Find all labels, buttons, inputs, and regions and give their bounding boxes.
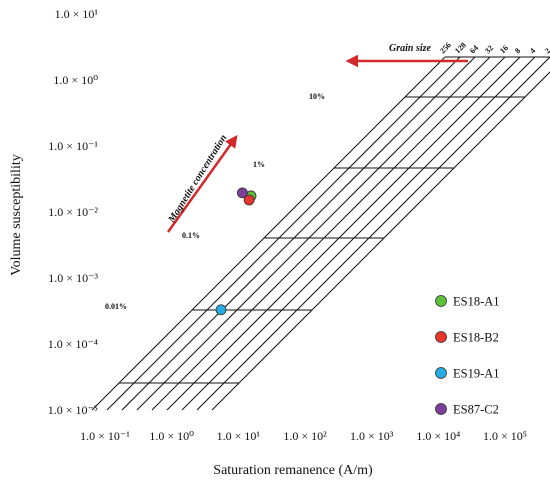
grain-size-line	[166, 56, 521, 411]
grain-size-label: 32	[483, 43, 495, 55]
concentration-label: 1%	[253, 160, 265, 169]
y-axis-title: Volume susceptibility	[9, 154, 24, 275]
y-tick-label: 1.0 × 10⁰	[53, 73, 98, 87]
grain-size-label: 256	[438, 41, 453, 56]
x-axis-title: Saturation remanence (A/m)	[213, 463, 373, 478]
grain-size-line	[181, 56, 536, 411]
y-tick-label: 1.0 × 10⁻³	[48, 271, 98, 285]
grain-size-label: Grain size	[389, 43, 432, 54]
y-tick-label: 1.0 × 10⁻¹	[48, 139, 98, 153]
y-tick-label: 1.0 × 10¹	[55, 7, 99, 21]
concentration-label: 0.1%	[182, 231, 200, 240]
legend-label: ES19-A1	[453, 367, 500, 381]
grain-size-line	[91, 56, 446, 411]
y-tick-label: 1.0 × 10⁻⁴	[48, 337, 98, 351]
x-tick-label: 1.0 × 10⁰	[149, 429, 194, 443]
x-tick-label: 1.0 × 10⁵	[483, 429, 527, 443]
grain-size-line	[151, 56, 506, 411]
grain-size-line	[196, 56, 550, 411]
data-point-es87-c2	[236, 187, 248, 199]
legend-label: ES18-B2	[453, 331, 499, 345]
grain-size-line	[106, 56, 461, 411]
grain-size-line	[121, 56, 476, 411]
annotations: Grain size Magnetite concentration	[166, 43, 468, 233]
concentration-label: 0.01%	[105, 302, 127, 311]
grain-size-label: 8	[513, 46, 522, 55]
grain-size-label: 4	[528, 46, 537, 55]
y-tick-label: 1.0 × 10⁻⁵	[48, 403, 98, 417]
x-tick-label: 1.0 × 10²	[283, 429, 327, 443]
grain-size-label: 16	[498, 43, 510, 55]
grain-size-line	[136, 56, 491, 411]
y-tick-label: 1.0 × 10⁻²	[48, 205, 98, 219]
grain-size-label: 128	[453, 41, 468, 56]
legend-label: ES87-C2	[453, 403, 499, 417]
legend-marker	[435, 367, 447, 379]
grain-size-line	[211, 71, 550, 411]
legend-marker	[435, 403, 447, 415]
grain-size-label: 64	[468, 43, 480, 55]
data-points	[215, 187, 257, 316]
magnetite-label: Magnetite concentration	[166, 132, 230, 225]
legend-marker	[435, 331, 447, 343]
concentration-labels: 0.01% 0.1% 1% 10%	[105, 92, 325, 311]
legend: ES18-A1 ES18-B2 ES19-A1 ES87-C2	[435, 295, 500, 417]
x-tick-label: 1.0 × 10³	[350, 429, 394, 443]
data-point-es19-a1	[215, 304, 227, 316]
y-tick-labels: 1.0 × 10⁻⁵ 1.0 × 10⁻⁴ 1.0 × 10⁻³ 1.0 × 10⁻²…	[48, 7, 99, 417]
data-point-es18-b2	[243, 194, 255, 206]
x-tick-labels: 1.0 × 10⁻¹ 1.0 × 10⁰ 1.0 × 10¹ 1.0 × 10² 1.0…	[80, 429, 527, 443]
legend-marker	[435, 295, 447, 307]
x-tick-label: 1.0 × 10⁻¹	[80, 429, 130, 443]
x-tick-label: 1.0 × 10⁴	[416, 429, 460, 443]
grain-size-labels: 2561286432168421 μm	[438, 41, 550, 56]
x-tick-label: 1.0 × 10¹	[217, 429, 261, 443]
magnetite-arrow	[166, 134, 238, 233]
concentration-label: 10%	[309, 92, 325, 101]
legend-label: ES18-A1	[453, 295, 500, 309]
day-plot-grid	[91, 56, 550, 411]
grain-size-label: 2	[543, 46, 550, 55]
